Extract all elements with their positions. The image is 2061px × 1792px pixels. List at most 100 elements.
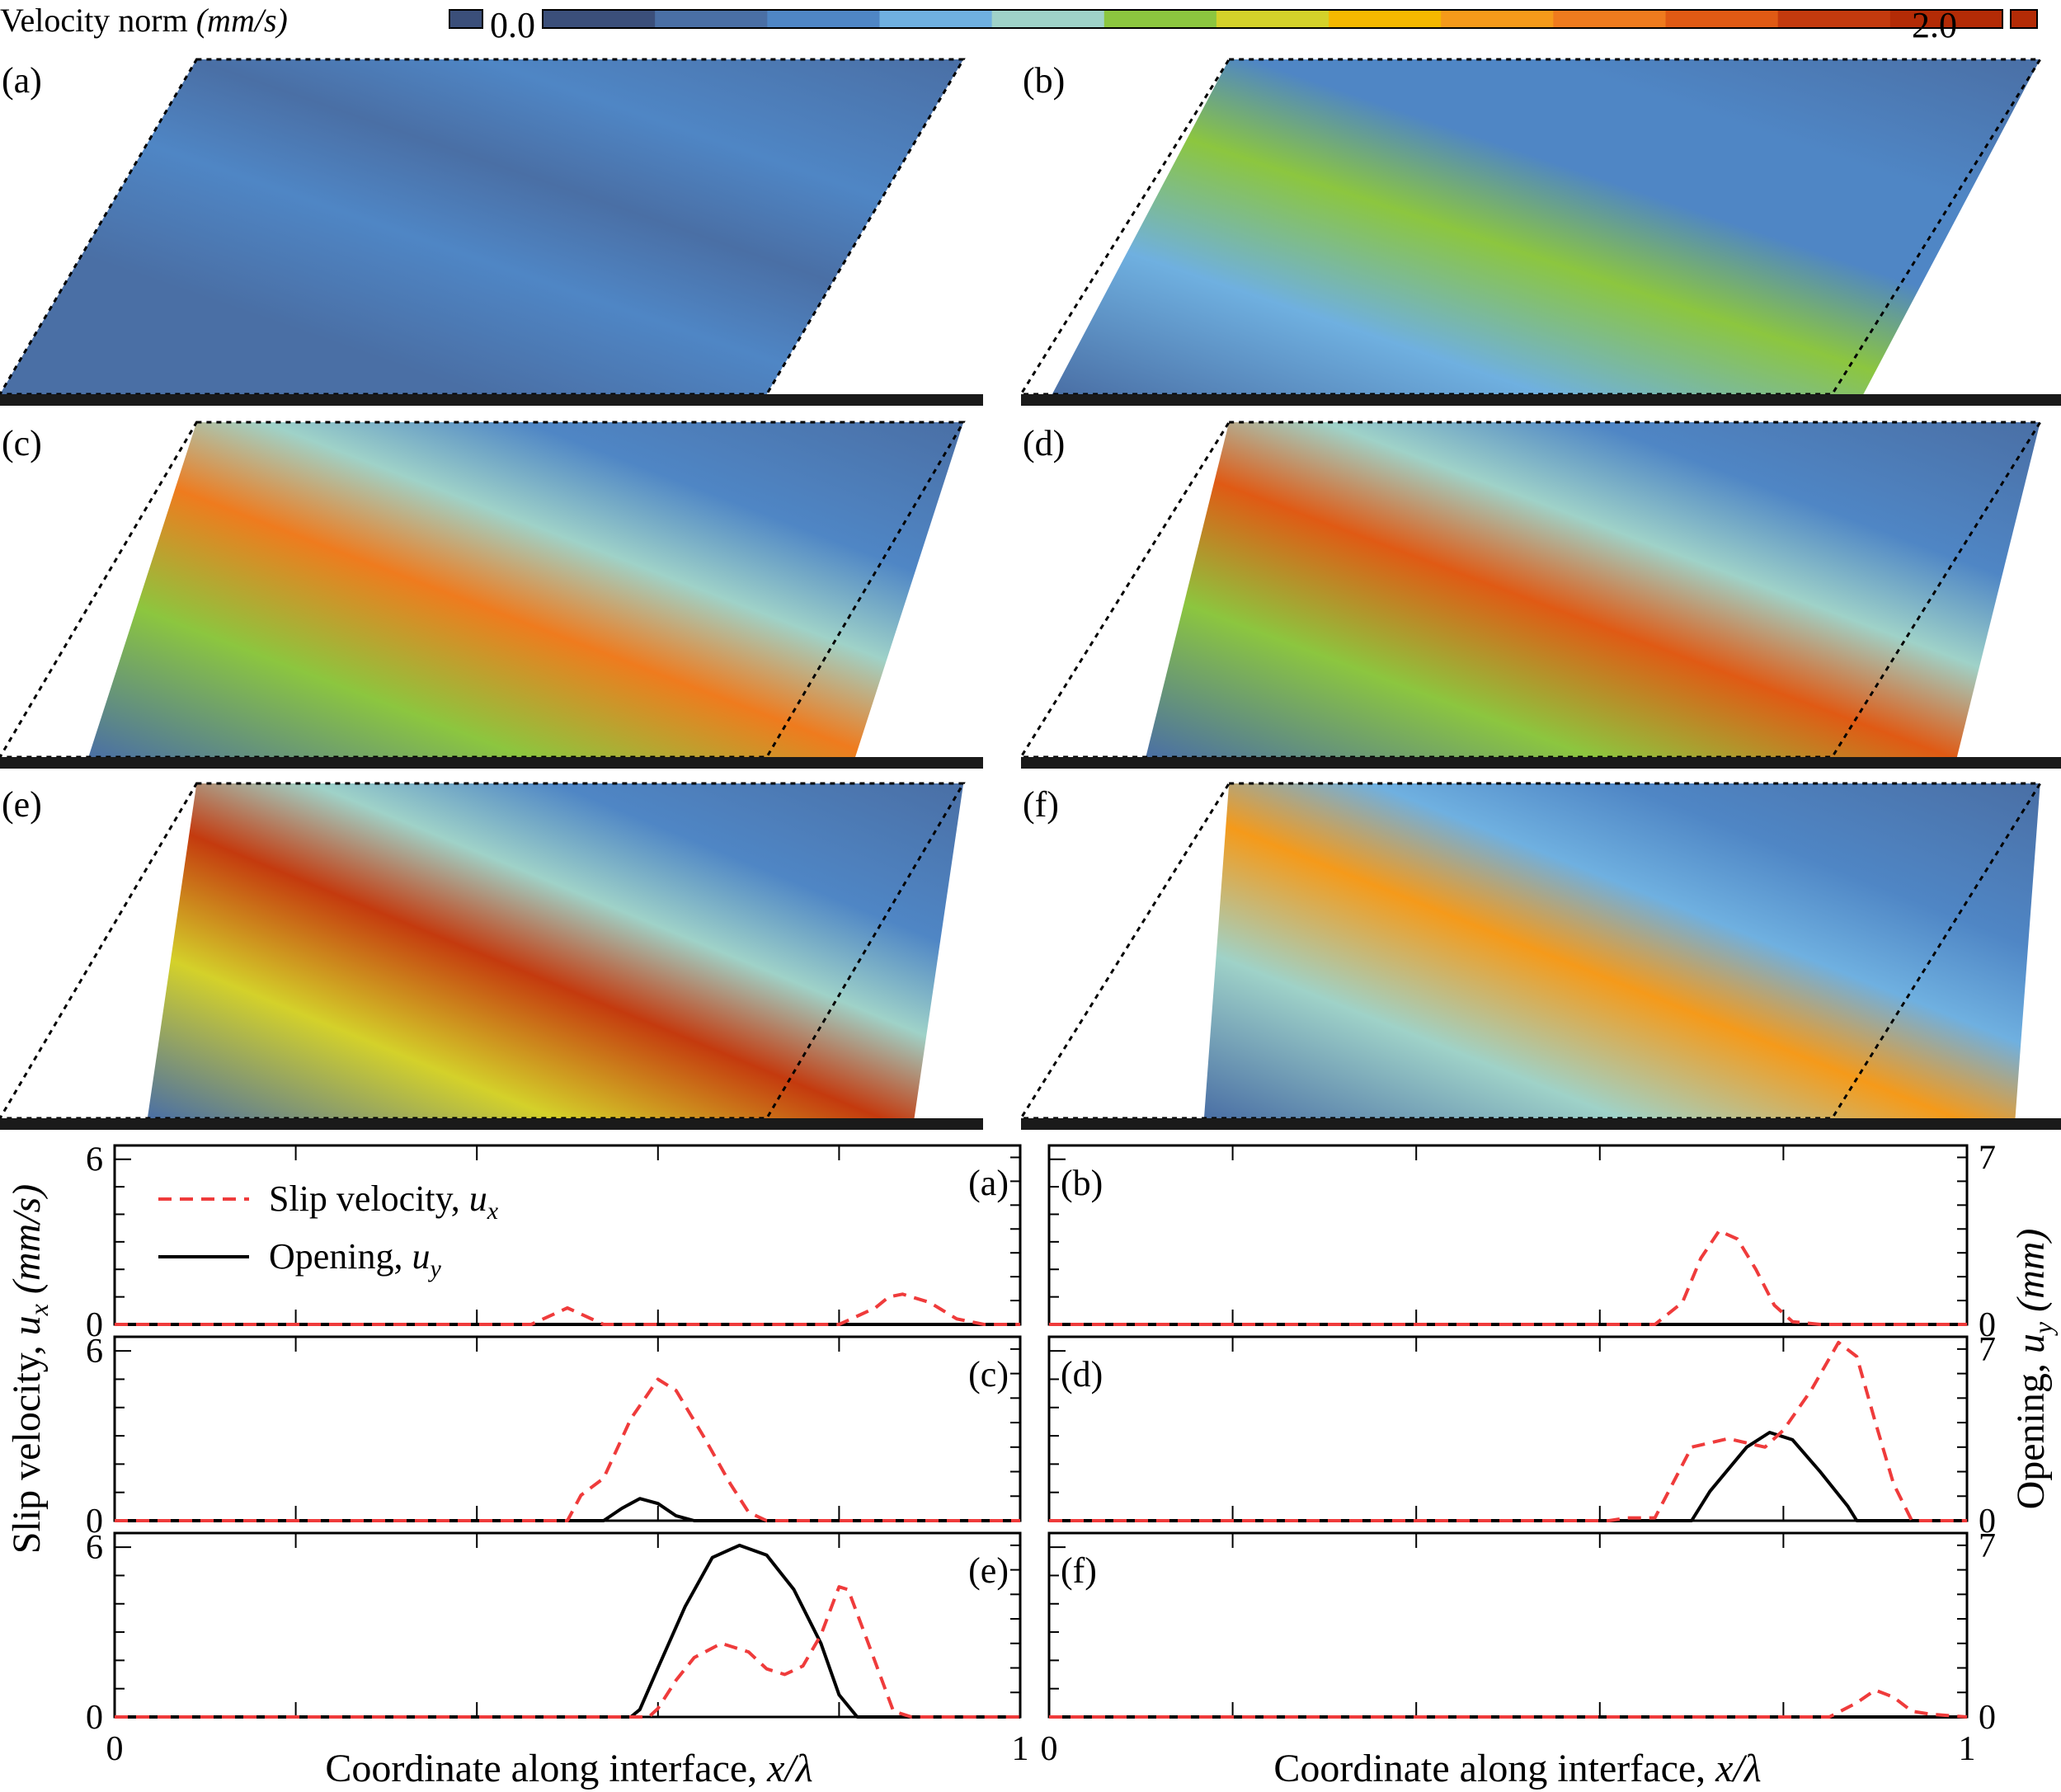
colorbar: Velocity norm (mm/s) 0.0 2.0 (0, 2, 2038, 45)
subplot-frame (113, 1335, 1022, 1522)
colorbar-frame (542, 9, 2003, 29)
field-panel: (a) (0, 58, 983, 406)
subplot: 0 6 (a) (86, 1141, 1022, 1344)
colorbar-band (1553, 10, 1667, 28)
slip-velocity-line (1049, 1688, 1968, 1719)
x-tick-label: 1 (1012, 1730, 1029, 1768)
subplot-label: (a) (968, 1163, 1009, 1203)
colorbar-band (991, 10, 1105, 28)
rigid-base (1021, 757, 2061, 769)
field-shape (147, 783, 964, 1118)
colorbar-min-swatch (449, 9, 483, 29)
y-axis-label-right: Opening, uy (mm) (2009, 1229, 2058, 1510)
field-panel: (e) (0, 782, 983, 1130)
colorbar-max-swatch (2010, 9, 2038, 29)
slip-velocity-line (115, 1377, 1020, 1522)
colorbar-max-label: 2.0 (1912, 5, 1957, 45)
y-tick-label-right: 0 (1979, 1503, 1996, 1540)
y-tick-label-right: 7 (1979, 1331, 1996, 1369)
colorbar-min-label: 0.0 (490, 5, 535, 45)
colorbar-band (1889, 10, 2003, 28)
field-panel: (c) (0, 421, 983, 769)
opening-line (1049, 1431, 1967, 1522)
subplot-label: (e) (968, 1550, 1009, 1591)
colorbar-band (1777, 10, 1891, 28)
colorbar-band (655, 10, 768, 28)
reference-outline (1019, 58, 2043, 396)
y-tick-label-left: 6 (86, 1333, 103, 1371)
y-tick-label-left: 0 (86, 1306, 103, 1344)
subplot-frame (1047, 1335, 1969, 1522)
field-shape (0, 59, 964, 394)
colorbar-band (767, 10, 880, 28)
rigid-base (1021, 1118, 2061, 1130)
subplot-frame (113, 1144, 1022, 1326)
reference-outline (0, 782, 966, 1120)
slip-velocity-line (1049, 1340, 1967, 1522)
field-panel-label: (c) (2, 423, 42, 463)
slip-velocity-line (1049, 1229, 1967, 1326)
colorbar-band (1329, 10, 1442, 28)
field-panel-label: (a) (2, 60, 42, 101)
colorbar-band (879, 10, 993, 28)
x-tick-label: 1 (1959, 1730, 1976, 1768)
legend-slip-label: Slip velocity, ux (269, 1178, 499, 1225)
subplot: 0 7 (d) (1047, 1331, 1996, 1540)
legend-opening-label: Opening, uy (269, 1236, 442, 1282)
subplot-frame (1047, 1531, 1969, 1719)
rigid-base (0, 757, 983, 769)
field-shape (1203, 783, 2040, 1118)
opening-line (115, 1543, 1020, 1719)
field-panel-label: (d) (1023, 423, 1065, 463)
legend: Slip velocity, ux Opening, uy (158, 1178, 499, 1282)
subplot-frame (1047, 1144, 1969, 1326)
reference-outline (1019, 782, 2043, 1120)
interface-subplots: 06(a)07(b)06(c)07(d)060 1(e)070 1(f) (86, 1139, 1996, 1768)
x-axis-label-right: Coordinate along interface, x/λ (1273, 1747, 1761, 1790)
subplot: 0 6 0 1 (e) (86, 1529, 1029, 1768)
reference-outline (0, 421, 966, 759)
subplot: 0 6 (c) (86, 1333, 1022, 1540)
field-shape (1052, 59, 2040, 394)
field-shape (88, 422, 964, 757)
rigid-base (0, 394, 983, 406)
field-shape (1146, 422, 2040, 757)
x-axis-label-left: Coordinate along interface, x/λ (325, 1747, 812, 1790)
reference-outline (1019, 421, 2043, 759)
y-tick-label-right: 7 (1979, 1139, 1996, 1177)
x-tick-label: 0 (1041, 1730, 1058, 1768)
y-tick-label-right: 0 (1979, 1306, 1996, 1344)
y-tick-label-left: 6 (86, 1141, 103, 1179)
y-tick-label-right: 7 (1979, 1527, 1996, 1565)
reference-outline (0, 58, 966, 396)
subplot-label: (b) (1061, 1163, 1103, 1203)
colorbar-band (543, 10, 656, 28)
field-panel-label: (f) (1023, 784, 1059, 825)
field-panel: (d) (1019, 421, 2061, 769)
colorbar-band (1216, 10, 1329, 28)
colorbar-band (1665, 10, 1779, 28)
opening-line (115, 1497, 1020, 1522)
field-panel-label: (b) (1023, 60, 1065, 101)
y-tick-label-left: 6 (86, 1529, 103, 1567)
subplot-label: (d) (1061, 1354, 1103, 1395)
slip-velocity-line (115, 1585, 1020, 1719)
subplot: 0 7 (b) (1047, 1139, 1996, 1344)
colorbar-label: Velocity norm (mm/s) (0, 2, 288, 39)
subplot: 070 1(f) (1041, 1527, 1997, 1768)
field-panel-label: (e) (2, 784, 42, 825)
colorbar-band (1441, 10, 1554, 28)
y-tick-label-right: 0 (1979, 1699, 1996, 1737)
subplot-label: (f) (1061, 1550, 1097, 1591)
rigid-base (0, 1118, 983, 1130)
velocity-field-panels: (a) (b) (c) (d) (e) (f) (0, 58, 2061, 1130)
field-panel: (b) (1019, 58, 2061, 406)
colorbar-bands (542, 9, 2003, 29)
slip-velocity-line (115, 1292, 1020, 1326)
y-tick-label-left: 0 (86, 1503, 103, 1540)
rigid-base (1021, 394, 2061, 406)
y-axis-label-left: Slip velocity, ux (mm/s) (5, 1184, 54, 1554)
y-tick-label-left: 0 (86, 1699, 103, 1737)
colorbar-band (1103, 10, 1217, 28)
